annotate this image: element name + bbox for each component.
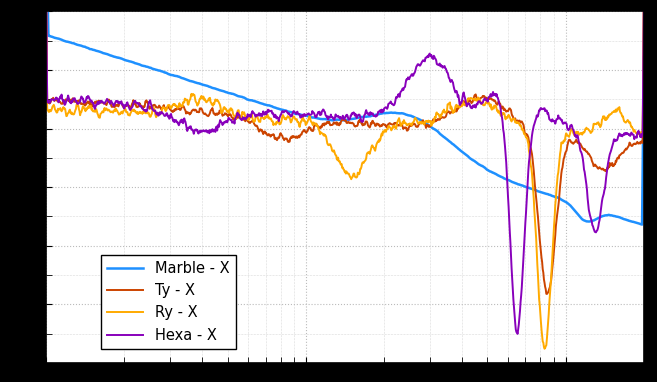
Ty - X [103, 101, 111, 105]
Hexa - X [306, 112, 313, 117]
Marble - X [453, 145, 461, 149]
Hexa - X [514, 332, 522, 336]
Marble - X [284, 109, 292, 114]
Hexa - X [509, 277, 516, 282]
Line: Ry - X: Ry - X [46, 0, 644, 349]
Marble - X [509, 180, 516, 184]
Marble - X [306, 114, 313, 119]
Legend: Marble - X, Ty - X, Ry - X, Hexa - X: Marble - X, Ty - X, Ry - X, Hexa - X [101, 255, 235, 349]
Ry - X [284, 114, 292, 118]
Ty - X [284, 139, 292, 144]
Ry - X [509, 117, 516, 121]
Ty - X [453, 109, 461, 114]
Hexa - X [103, 97, 111, 101]
Marble - X [638, 222, 646, 227]
Marble - X [103, 52, 111, 57]
Ry - X [541, 346, 549, 351]
Ty - X [306, 125, 313, 129]
Line: Marble - X: Marble - X [46, 0, 644, 225]
Ry - X [519, 128, 527, 132]
Ty - X [519, 121, 527, 126]
Hexa - X [520, 253, 528, 257]
Hexa - X [453, 89, 461, 93]
Marble - X [519, 183, 527, 188]
Line: Hexa - X: Hexa - X [46, 0, 644, 334]
Marble - X [640, 55, 648, 60]
Ty - X [543, 291, 551, 296]
Hexa - X [284, 111, 292, 115]
Line: Ty - X: Ty - X [46, 0, 644, 294]
Ry - X [306, 114, 313, 118]
Ry - X [103, 107, 111, 112]
Ty - X [509, 113, 516, 118]
Ry - X [453, 102, 461, 107]
